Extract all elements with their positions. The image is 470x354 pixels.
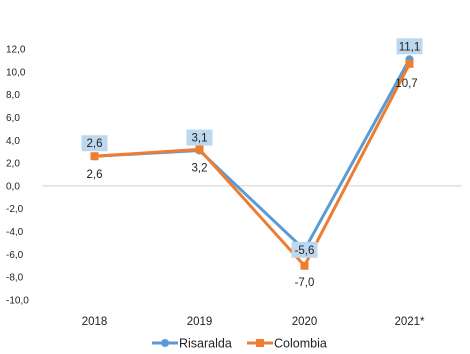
y-tick-label: 2,0 [6, 159, 20, 170]
y-tick-label: 8,0 [6, 90, 20, 101]
data-labels: 2,6 3,1 -5,6 11,1 2,6 3,2 -7,0 10,7 [81, 38, 423, 289]
x-tick-label: 2021* [394, 316, 425, 328]
y-tick-label: -4,0 [6, 227, 24, 238]
data-label-colombia: -7,0 [295, 277, 315, 289]
y-axis: 12,0 10,0 8,0 6,0 4,0 2,0 0,0 -2,0 -4,0 -6,0 -8,0 -… [6, 45, 29, 307]
legend-label: Colombia [274, 337, 327, 351]
data-label-risaralda: -5,6 [295, 245, 315, 257]
y-tick-label: 12,0 [6, 45, 26, 56]
y-tick-label: -6,0 [6, 250, 24, 261]
data-label-risaralda: 2,6 [87, 138, 103, 150]
data-label-colombia: 2,6 [87, 169, 103, 181]
data-point-colombia [90, 152, 99, 161]
data-label-box [291, 241, 318, 258]
y-tick-label: 4,0 [6, 136, 20, 147]
data-label-risaralda: 11,1 [399, 41, 421, 53]
legend-marker [256, 339, 264, 347]
y-tick-label: 10,0 [6, 67, 26, 78]
data-point-colombia [195, 145, 204, 154]
y-tick-label: -10,0 [6, 296, 29, 307]
data-label-risaralda: 3,1 [192, 133, 208, 145]
data-label-colombia: 3,2 [192, 162, 208, 174]
y-tick-label: 0,0 [6, 181, 20, 192]
data-point-colombia [405, 59, 414, 68]
legend-label: Risaralda [179, 337, 232, 351]
legend-marker [161, 339, 169, 347]
x-axis: 2018 2019 2020 2021* [82, 316, 425, 328]
data-label-box [81, 135, 108, 152]
data-point-colombia [300, 261, 309, 270]
x-tick-label: 2018 [82, 316, 108, 328]
data-label-colombia: 10,7 [395, 78, 417, 90]
y-tick-label: -2,0 [6, 204, 24, 215]
y-tick-label: 6,0 [6, 113, 20, 124]
x-tick-label: 2020 [292, 316, 318, 328]
series-layer [90, 55, 414, 270]
x-tick-label: 2019 [187, 316, 213, 328]
series-line-colombia [93, 62, 411, 268]
legend: Risaralda Colombia [152, 337, 327, 351]
data-label-box [396, 38, 423, 55]
data-label-box [186, 129, 213, 146]
y-tick-label: -8,0 [6, 273, 24, 284]
